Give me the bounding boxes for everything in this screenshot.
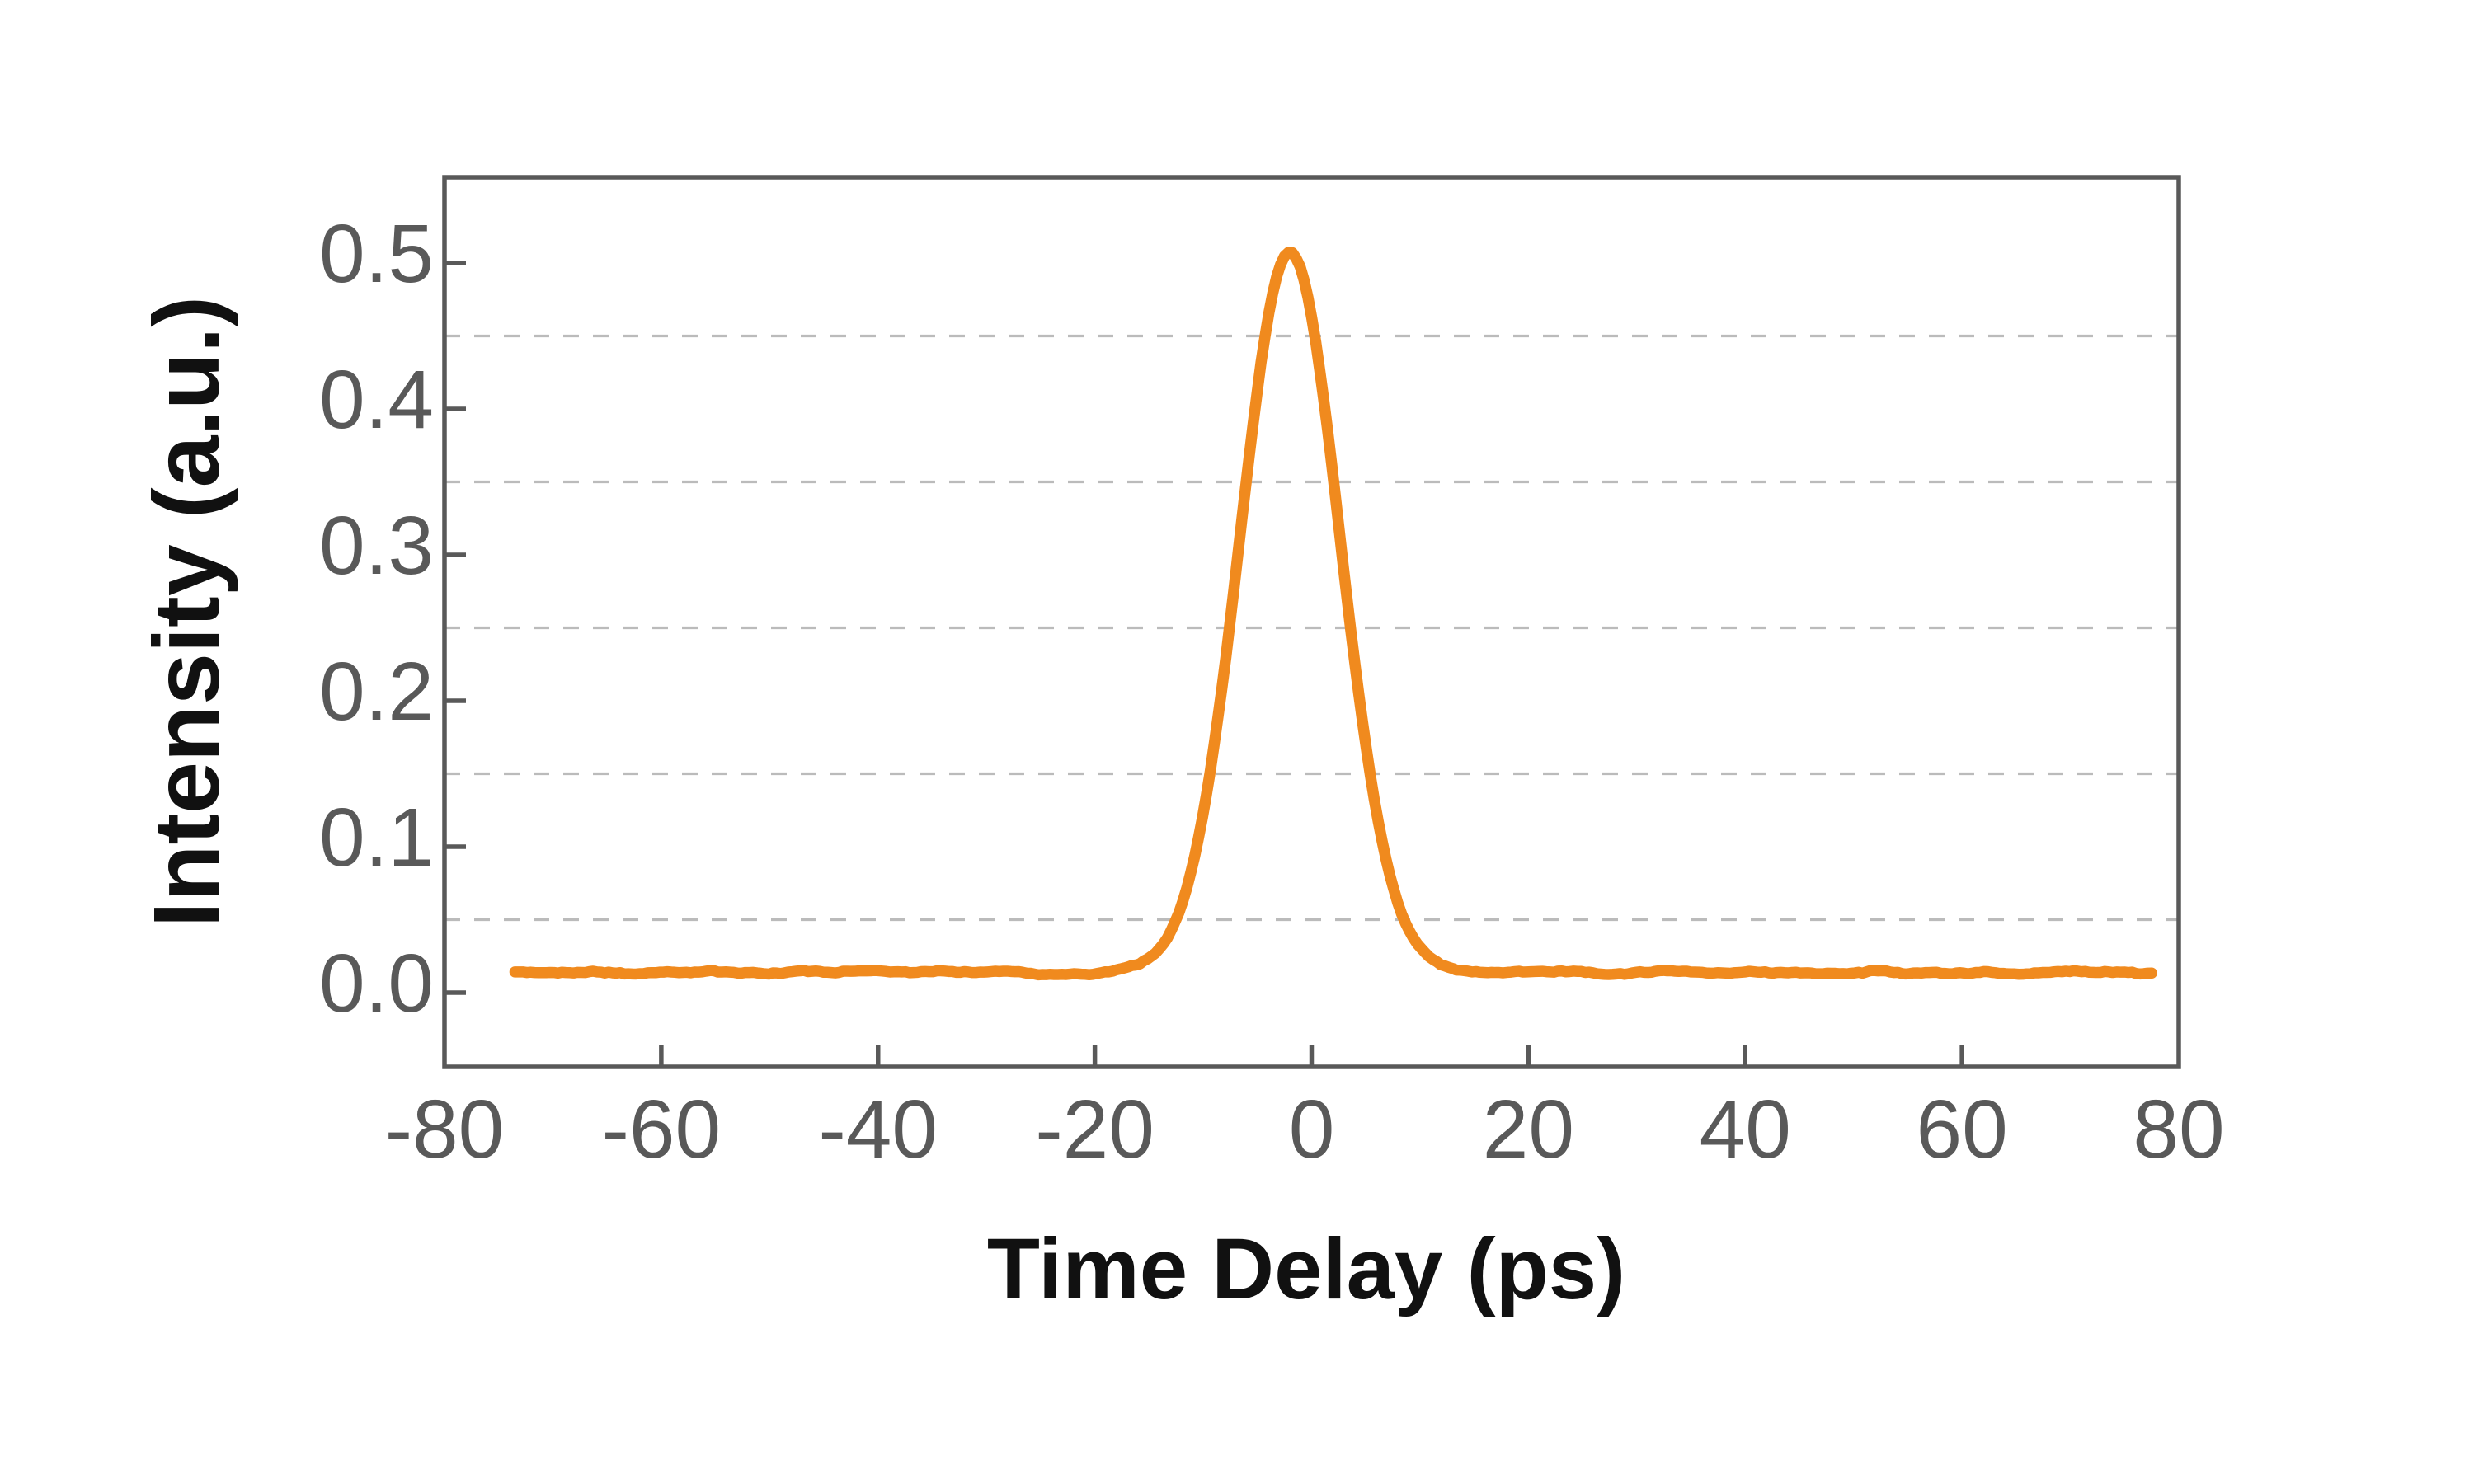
- svg-text:0.5: 0.5: [319, 208, 434, 300]
- svg-text:-20: -20: [1035, 1083, 1155, 1176]
- svg-text:0.0: 0.0: [319, 937, 434, 1030]
- svg-text:0.2: 0.2: [319, 646, 434, 738]
- svg-text:60: 60: [1917, 1083, 2008, 1176]
- svg-text:80: 80: [2133, 1083, 2224, 1176]
- svg-text:-60: -60: [602, 1083, 722, 1176]
- svg-text:40: 40: [1700, 1083, 1791, 1176]
- svg-text:-40: -40: [818, 1083, 938, 1176]
- svg-text:0: 0: [1289, 1083, 1335, 1176]
- svg-text:0.1: 0.1: [319, 791, 434, 884]
- svg-text:0.4: 0.4: [319, 354, 434, 446]
- svg-text:20: 20: [1483, 1083, 1574, 1176]
- svg-text:0.3: 0.3: [319, 500, 434, 592]
- svg-text:-80: -80: [385, 1083, 505, 1176]
